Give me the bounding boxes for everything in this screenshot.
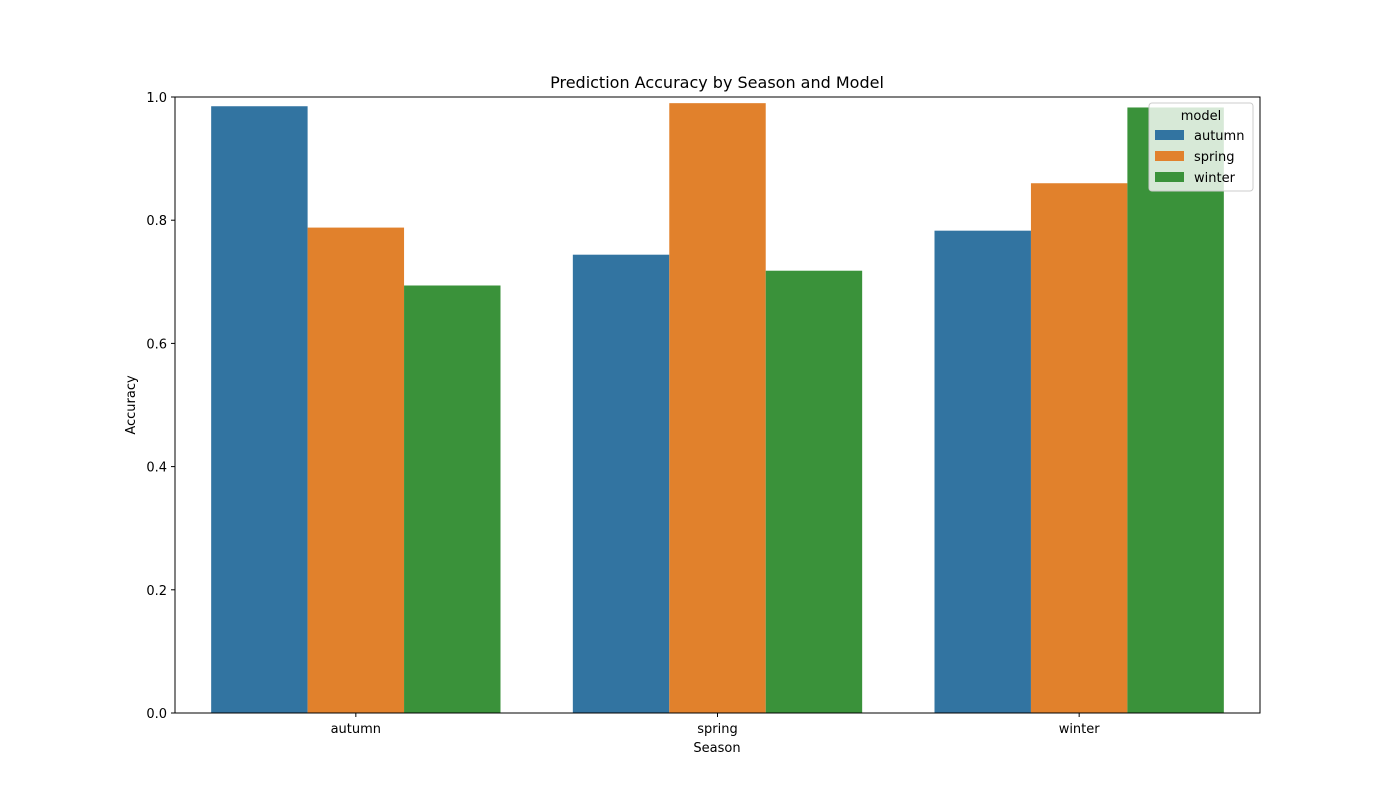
bar-spring-spring xyxy=(669,103,766,713)
legend-swatch-autumn xyxy=(1155,130,1184,140)
bar-winter-winter xyxy=(1127,107,1224,714)
legend-label-autumn: autumn xyxy=(1194,129,1244,144)
bar-winter-spring xyxy=(1030,183,1128,714)
bar-spring-autumn xyxy=(572,254,670,714)
bar-winter-autumn xyxy=(934,230,1031,713)
bar-autumn-spring xyxy=(307,227,405,714)
legend-label-winter: winter xyxy=(1194,171,1236,186)
legend-swatch-winter xyxy=(1155,172,1184,182)
legend-items: autumn spring winter xyxy=(1155,129,1244,186)
x-axis-label: Season xyxy=(693,741,740,756)
legend: model autumn spring winter xyxy=(1148,102,1254,192)
bars-group xyxy=(211,103,1224,714)
y-axis-label: Accuracy xyxy=(124,375,139,435)
bar-autumn-winter xyxy=(404,285,501,713)
x-tick-label: winter xyxy=(1059,722,1101,737)
y-axis: 0.0 0.2 0.4 0.6 0.8 1.0 xyxy=(146,91,175,722)
bar-autumn-autumn xyxy=(211,106,308,714)
x-axis: autumn spring winter xyxy=(331,713,1101,737)
legend-label-spring: spring xyxy=(1194,150,1234,165)
chart-title: Prediction Accuracy by Season and Model xyxy=(550,73,884,92)
x-tick-label: autumn xyxy=(331,722,381,737)
legend-swatch-spring xyxy=(1155,151,1184,161)
y-tick-label: 0.4 xyxy=(146,461,167,476)
y-tick-label: 0.2 xyxy=(146,584,167,599)
y-tick-label: 0.0 xyxy=(146,707,167,722)
x-tick-label: spring xyxy=(697,722,737,737)
legend-box xyxy=(1148,102,1254,192)
bar-spring-winter xyxy=(765,270,863,713)
y-tick-label: 0.8 xyxy=(146,214,167,229)
legend-title: model xyxy=(1181,109,1221,124)
y-tick-label: 1.0 xyxy=(146,91,167,106)
y-tick-label: 0.6 xyxy=(146,337,167,352)
